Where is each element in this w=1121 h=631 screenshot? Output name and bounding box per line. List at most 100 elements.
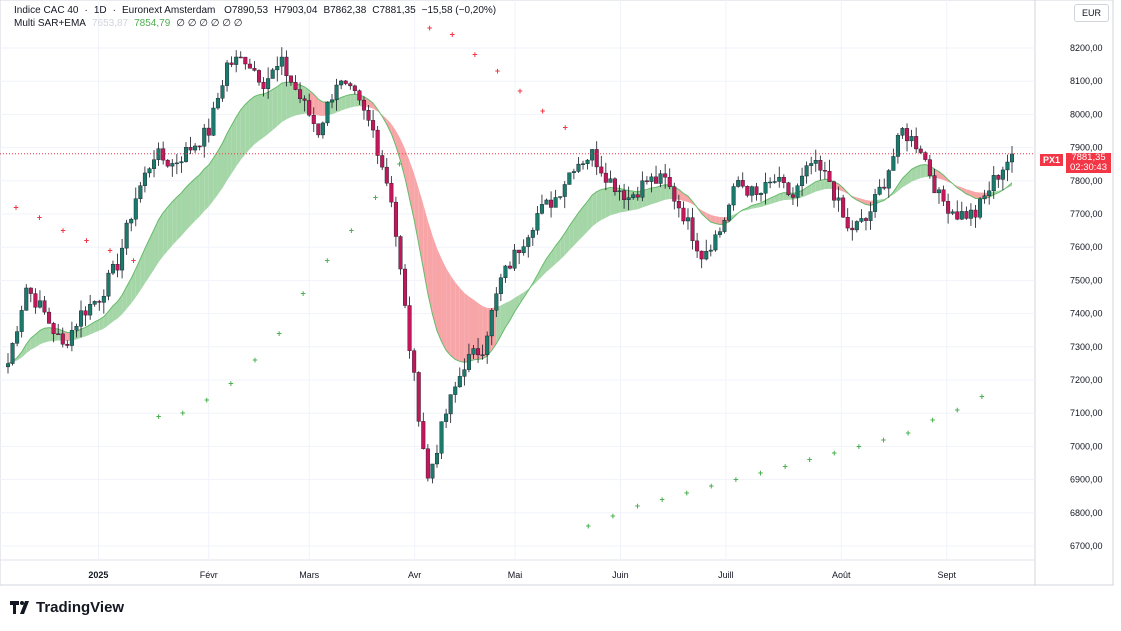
sar-ema-band (414, 173, 419, 244)
currency-button[interactable]: EUR (1073, 4, 1109, 22)
indicator-name[interactable]: Multi SAR+EMA (14, 18, 86, 29)
sar-ema-band (90, 321, 95, 335)
sar-ema-band (254, 94, 259, 145)
sar-dot: + (156, 412, 161, 422)
candle (886, 170, 891, 189)
sar-dot: + (37, 212, 42, 222)
sar-ema-band (541, 258, 547, 277)
candle (101, 295, 106, 303)
sar-ema-band (423, 204, 428, 294)
indicator-legend[interactable]: Multi SAR+EMA 7653,87 7854,79 ∅ ∅ ∅ ∅ ∅ ∅ (14, 18, 242, 29)
chart-frame (0, 0, 1114, 586)
candle (471, 348, 476, 355)
candle (279, 56, 284, 67)
tradingview-logo[interactable]: TradingView (10, 599, 124, 616)
separator: · (84, 5, 88, 16)
sar-ema-band (391, 123, 396, 147)
candle (56, 333, 61, 335)
bar-countdown: 02:30:43 (1070, 162, 1107, 173)
sar-ema-band (405, 148, 410, 199)
sar-ema-band (227, 125, 232, 181)
sar-ema-band (154, 219, 159, 270)
candle (1000, 169, 1005, 180)
x-tick-label: 2025 (88, 570, 108, 580)
candle (631, 194, 636, 198)
tradingview-logo-icon (10, 601, 29, 614)
sar-dot: + (758, 468, 763, 478)
candle (252, 68, 257, 71)
ema-line (7, 81, 1013, 365)
sar-ema-band (468, 296, 474, 362)
y-tick-label: 7800,00 (1070, 176, 1103, 186)
sar-dot: + (131, 255, 136, 265)
y-tick-label: 7100,00 (1070, 408, 1103, 418)
indicator-value-2: 7854,79 (134, 18, 171, 29)
sar-ema-band (646, 187, 652, 206)
sar-dot: + (659, 495, 664, 505)
candle (234, 56, 239, 65)
candle (69, 330, 74, 346)
candle (549, 199, 554, 208)
candle (526, 237, 531, 247)
sar-dot: + (586, 521, 591, 531)
candle (357, 90, 362, 101)
candle (539, 204, 544, 214)
candle (434, 453, 439, 465)
candle (987, 190, 992, 196)
last-price: 7881,35 (1071, 152, 1106, 163)
sar-ema-band (213, 150, 218, 201)
sar-ema-band (578, 206, 584, 241)
candle (877, 186, 882, 195)
candle (535, 213, 540, 231)
candle (927, 159, 932, 176)
candle (968, 209, 973, 219)
sar-ema-band (916, 165, 921, 180)
sar-ema-band (856, 197, 862, 203)
candle (800, 175, 805, 186)
candle (713, 234, 718, 251)
candle (667, 176, 672, 187)
sar-ema-band (81, 327, 86, 338)
sar-ema-band (208, 158, 214, 207)
candle (215, 98, 220, 109)
interval[interactable]: 1D (93, 5, 107, 16)
x-tick-label: Févr (200, 570, 218, 580)
candle (257, 70, 262, 83)
candle (453, 386, 458, 395)
sar-ema-band (272, 86, 278, 131)
candle (261, 81, 266, 89)
sar-dot: + (930, 415, 935, 425)
candle (270, 69, 275, 79)
candle (827, 170, 832, 182)
y-tick-label: 8000,00 (1070, 109, 1103, 119)
candle (206, 127, 211, 136)
close-value: C7881,35 (372, 5, 416, 16)
candle (74, 326, 79, 331)
candle (138, 185, 143, 199)
candle (626, 197, 631, 200)
candle (923, 152, 928, 160)
sar-ema-band (628, 190, 634, 211)
sar-ema-band (135, 258, 141, 298)
y-tick-label: 6900,00 (1070, 475, 1103, 485)
sar-dot: + (373, 192, 378, 202)
candle (330, 99, 335, 103)
candle (334, 84, 339, 100)
x-tick-label: Août (832, 570, 851, 580)
candle (640, 180, 645, 198)
separator: · (112, 5, 116, 16)
sar-ema-band (286, 82, 291, 120)
sar-ema-band (341, 95, 346, 111)
candle (918, 148, 923, 153)
symbol-name[interactable]: Indice CAC 40 (14, 5, 79, 16)
candle (644, 180, 649, 182)
candle (302, 98, 307, 101)
sar-ema-band (245, 100, 250, 155)
candle (850, 227, 855, 231)
sar-ema-band (865, 200, 871, 206)
sar-dot: + (204, 395, 209, 405)
sar-ema-band (236, 109, 241, 167)
x-tick-label: Avr (408, 570, 421, 580)
price-tag: PX1 (1040, 154, 1064, 166)
